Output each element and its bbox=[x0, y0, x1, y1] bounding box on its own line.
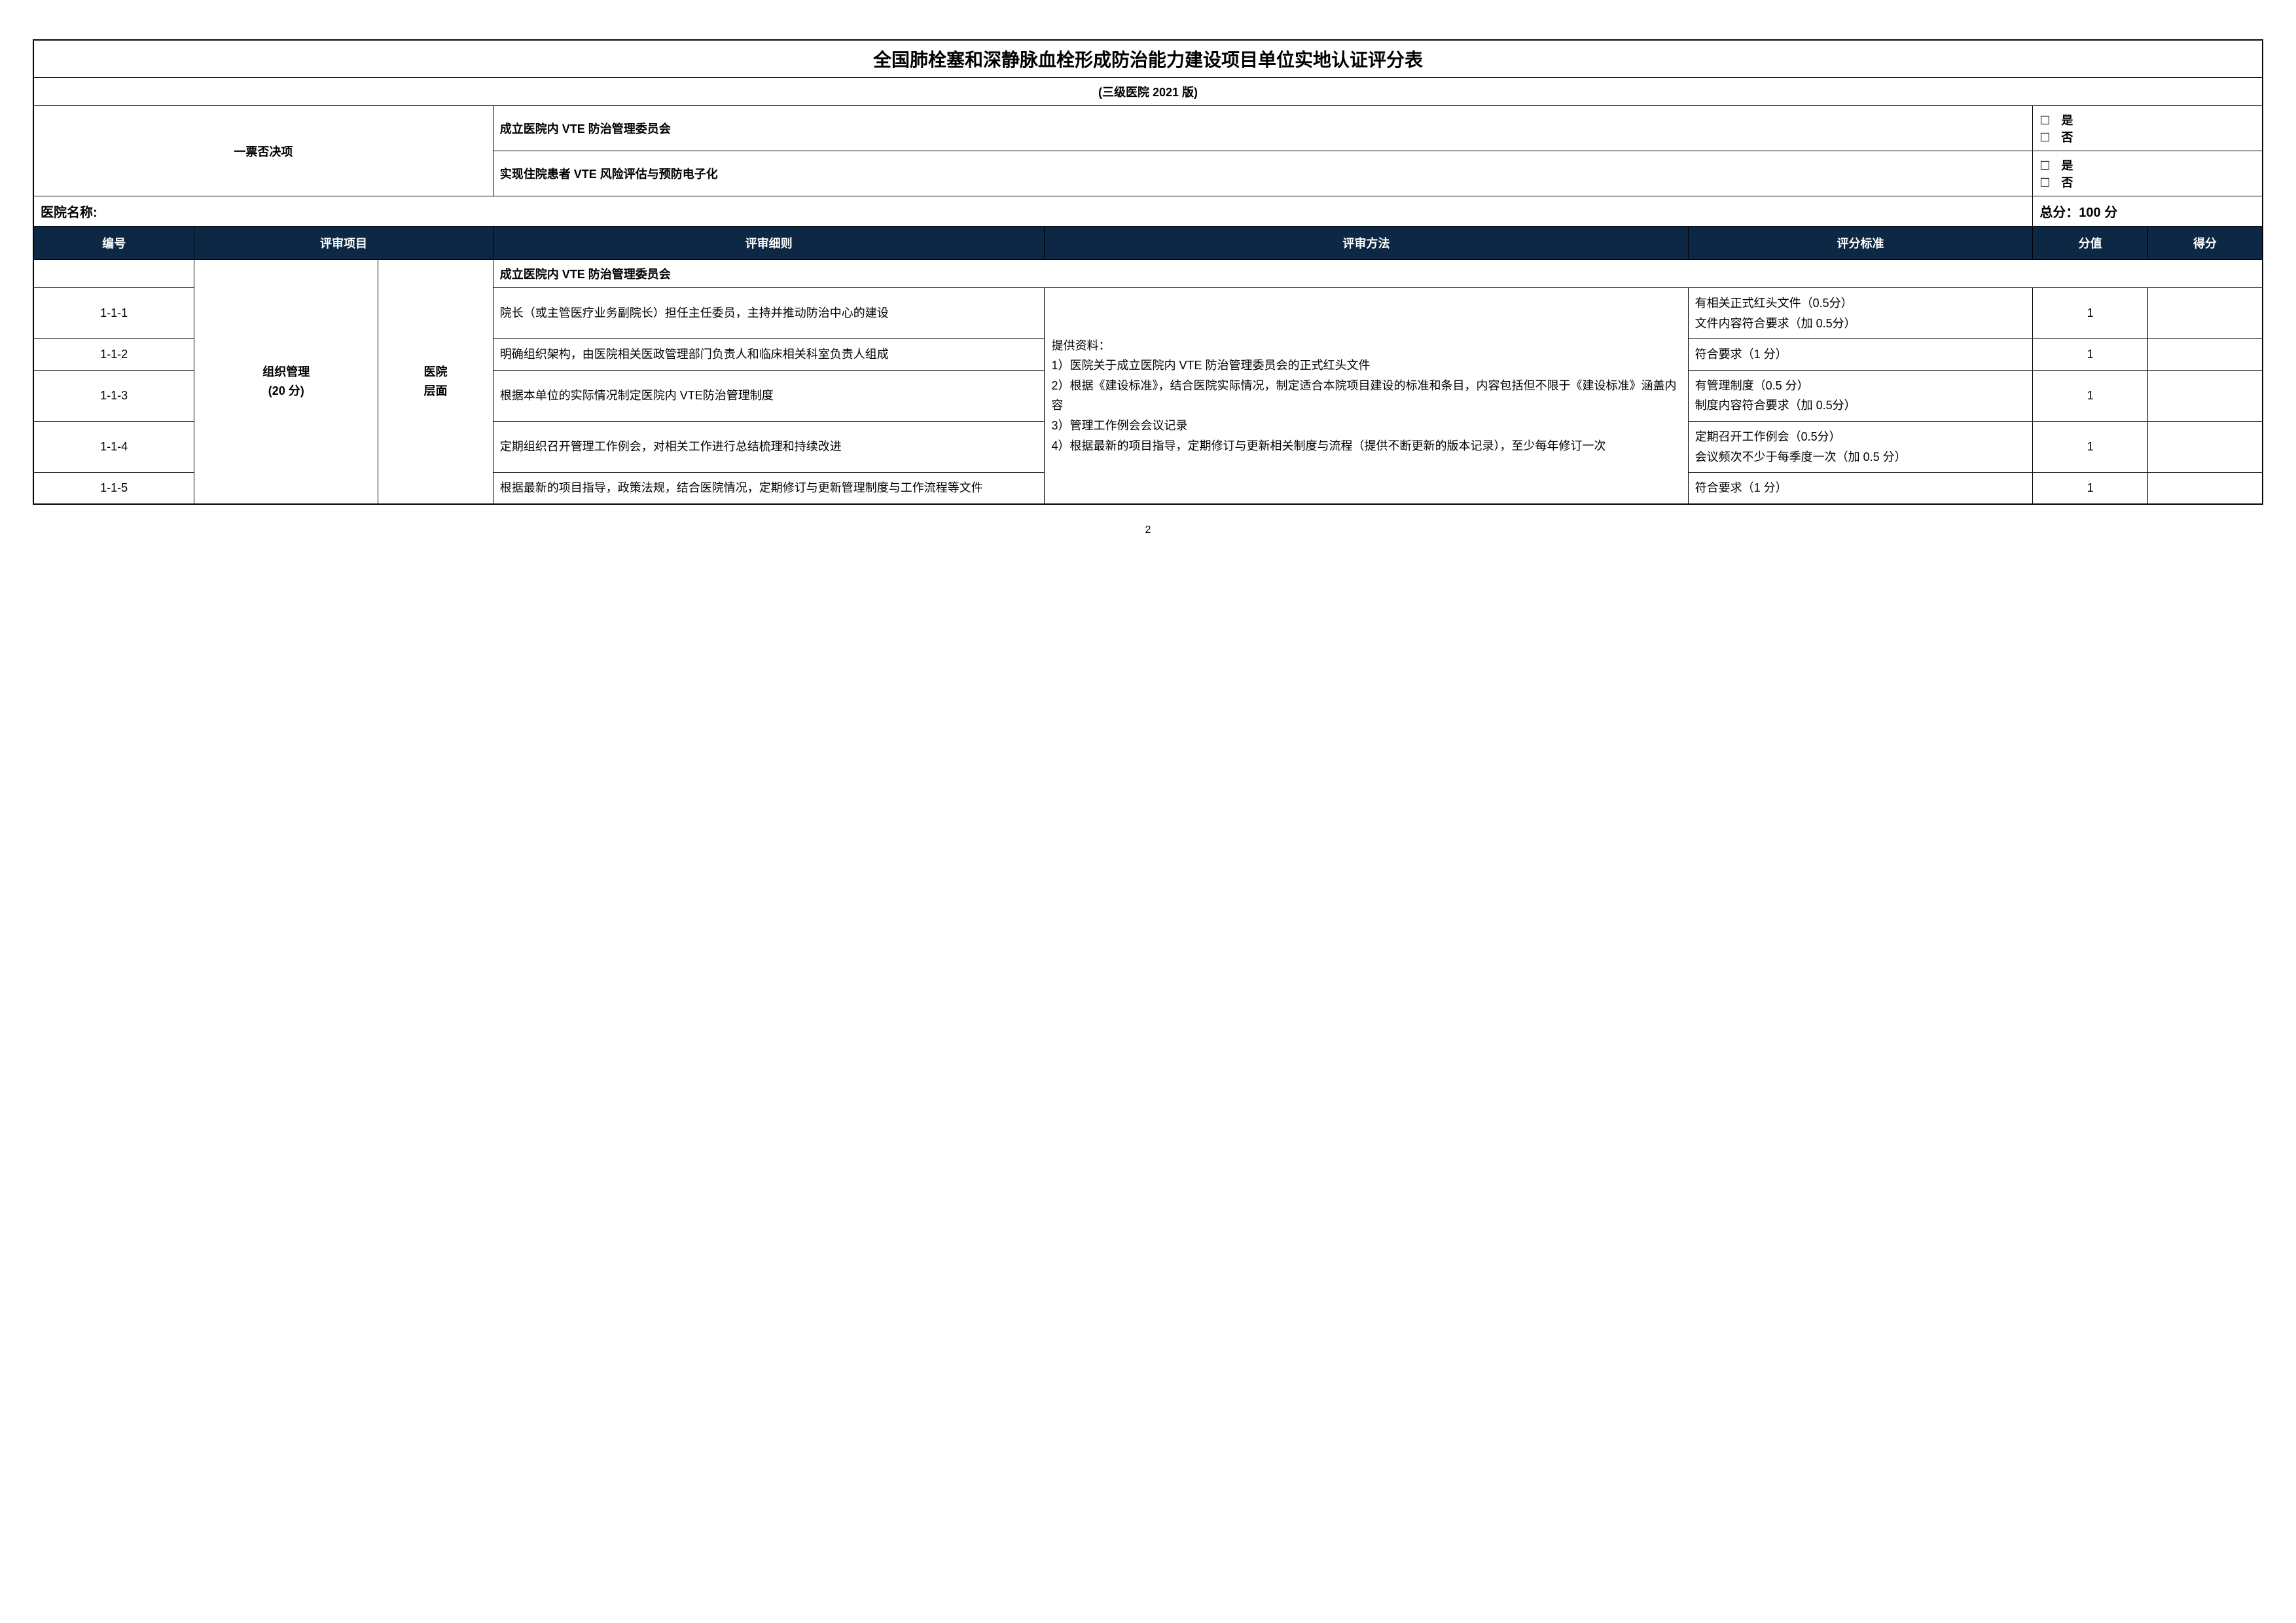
scoring-table: 全国肺栓塞和深静脉血栓形成防治能力建设项目单位实地认证评分表 (三级医院 202… bbox=[33, 39, 2263, 505]
veto-checkbox-1[interactable]: ☐ 是 ☐ 否 bbox=[2033, 106, 2263, 151]
total-score-label: 总分：100 分 bbox=[2033, 196, 2263, 227]
header-points: 分值 bbox=[2033, 227, 2148, 260]
veto-item-1: 成立医院内 VTE 防治管理委员会 bbox=[493, 106, 2033, 151]
row-score[interactable] bbox=[2147, 339, 2263, 371]
header-score: 得分 bbox=[2147, 227, 2263, 260]
row-detail: 明确组织架构，由医院相关医政管理部门负责人和临床相关科室负责人组成 bbox=[493, 339, 1045, 371]
category-name: 组织管理 bbox=[262, 365, 310, 378]
method-cell: 提供资料： 1）医院关于成立医院内 VTE 防治管理委员会的正式红头文件 2）根… bbox=[1045, 288, 1688, 504]
level-line2: 层面 bbox=[423, 384, 447, 397]
row-id: 1-1-3 bbox=[33, 370, 194, 421]
checkbox-icon: ☐ bbox=[2039, 159, 2058, 173]
row-points: 1 bbox=[2033, 339, 2148, 371]
method-text: 提供资料： 1）医院关于成立医院内 VTE 防治管理委员会的正式红头文件 2）根… bbox=[1051, 339, 1676, 452]
row-score[interactable] bbox=[2147, 370, 2263, 421]
header-item: 评审项目 bbox=[194, 227, 493, 260]
yes-label: 是 bbox=[2061, 114, 2073, 127]
standard-text: 有管理制度（0.5 分） 制度内容符合要求（加 0.5分） bbox=[1695, 379, 1856, 412]
row-standard: 有相关正式红头文件（0.5分） 文件内容符合要求（加 0.5分） bbox=[1688, 288, 2033, 339]
standard-text: 符合要求（1 分） bbox=[1695, 481, 1787, 494]
standard-text: 定期召开工作例会（0.5分） 会议频次不少于每季度一次（加 0.5 分） bbox=[1695, 430, 1907, 464]
row-id: 1-1-2 bbox=[33, 339, 194, 371]
standard-text: 符合要求（1 分） bbox=[1695, 348, 1787, 361]
category-points: (20 分) bbox=[268, 384, 304, 397]
header-id: 编号 bbox=[33, 227, 194, 260]
page-number: 2 bbox=[33, 524, 2263, 536]
hospital-name-label: 医院名称: bbox=[33, 196, 2033, 227]
row-score[interactable] bbox=[2147, 473, 2263, 504]
row-id: 1-1-5 bbox=[33, 473, 194, 504]
row-points: 1 bbox=[2033, 370, 2148, 421]
row-detail: 根据本单位的实际情况制定医院内 VTE防治管理制度 bbox=[493, 370, 1045, 421]
row-points: 1 bbox=[2033, 288, 2148, 339]
row-standard: 定期召开工作例会（0.5分） 会议频次不少于每季度一次（加 0.5 分） bbox=[1688, 421, 2033, 472]
section-header: 成立医院内 VTE 防治管理委员会 bbox=[493, 260, 2263, 288]
checkbox-icon: ☐ bbox=[2039, 176, 2058, 190]
document-title: 全国肺栓塞和深静脉血栓形成防治能力建设项目单位实地认证评分表 bbox=[33, 40, 2263, 78]
checkbox-icon: ☐ bbox=[2039, 131, 2058, 145]
yes-label: 是 bbox=[2061, 159, 2073, 172]
row-id: 1-1-4 bbox=[33, 421, 194, 472]
no-label: 否 bbox=[2061, 176, 2073, 189]
section-id-empty bbox=[33, 260, 194, 288]
row-standard: 符合要求（1 分） bbox=[1688, 473, 2033, 504]
checkbox-icon: ☐ bbox=[2039, 114, 2058, 128]
row-points: 1 bbox=[2033, 421, 2148, 472]
standard-text: 有相关正式红头文件（0.5分） 文件内容符合要求（加 0.5分） bbox=[1695, 297, 1856, 330]
category-cell: 组织管理 (20 分) bbox=[194, 260, 378, 504]
row-score[interactable] bbox=[2147, 421, 2263, 472]
row-detail: 院长（或主管医疗业务副院长）担任主任委员，主持并推动防治中心的建设 bbox=[493, 288, 1045, 339]
header-method: 评审方法 bbox=[1045, 227, 1688, 260]
level-cell: 医院 层面 bbox=[378, 260, 493, 504]
document-subtitle: (三级医院 2021 版) bbox=[33, 78, 2263, 106]
row-detail: 根据最新的项目指导，政策法规，结合医院情况，定期修订与更新管理制度与工作流程等文… bbox=[493, 473, 1045, 504]
no-label: 否 bbox=[2061, 131, 2073, 144]
veto-label: 一票否决项 bbox=[33, 106, 493, 196]
table-header-row: 编号 评审项目 评审细则 评审方法 评分标准 分值 得分 bbox=[33, 227, 2263, 260]
row-standard: 符合要求（1 分） bbox=[1688, 339, 2033, 371]
row-points: 1 bbox=[2033, 473, 2148, 504]
level-line1: 医院 bbox=[423, 365, 447, 378]
header-standard: 评分标准 bbox=[1688, 227, 2033, 260]
veto-item-2: 实现住院患者 VTE 风险评估与预防电子化 bbox=[493, 151, 2033, 196]
row-detail: 定期组织召开管理工作例会，对相关工作进行总结梳理和持续改进 bbox=[493, 421, 1045, 472]
veto-checkbox-2[interactable]: ☐ 是 ☐ 否 bbox=[2033, 151, 2263, 196]
row-id: 1-1-1 bbox=[33, 288, 194, 339]
header-detail: 评审细则 bbox=[493, 227, 1045, 260]
row-standard: 有管理制度（0.5 分） 制度内容符合要求（加 0.5分） bbox=[1688, 370, 2033, 421]
row-score[interactable] bbox=[2147, 288, 2263, 339]
